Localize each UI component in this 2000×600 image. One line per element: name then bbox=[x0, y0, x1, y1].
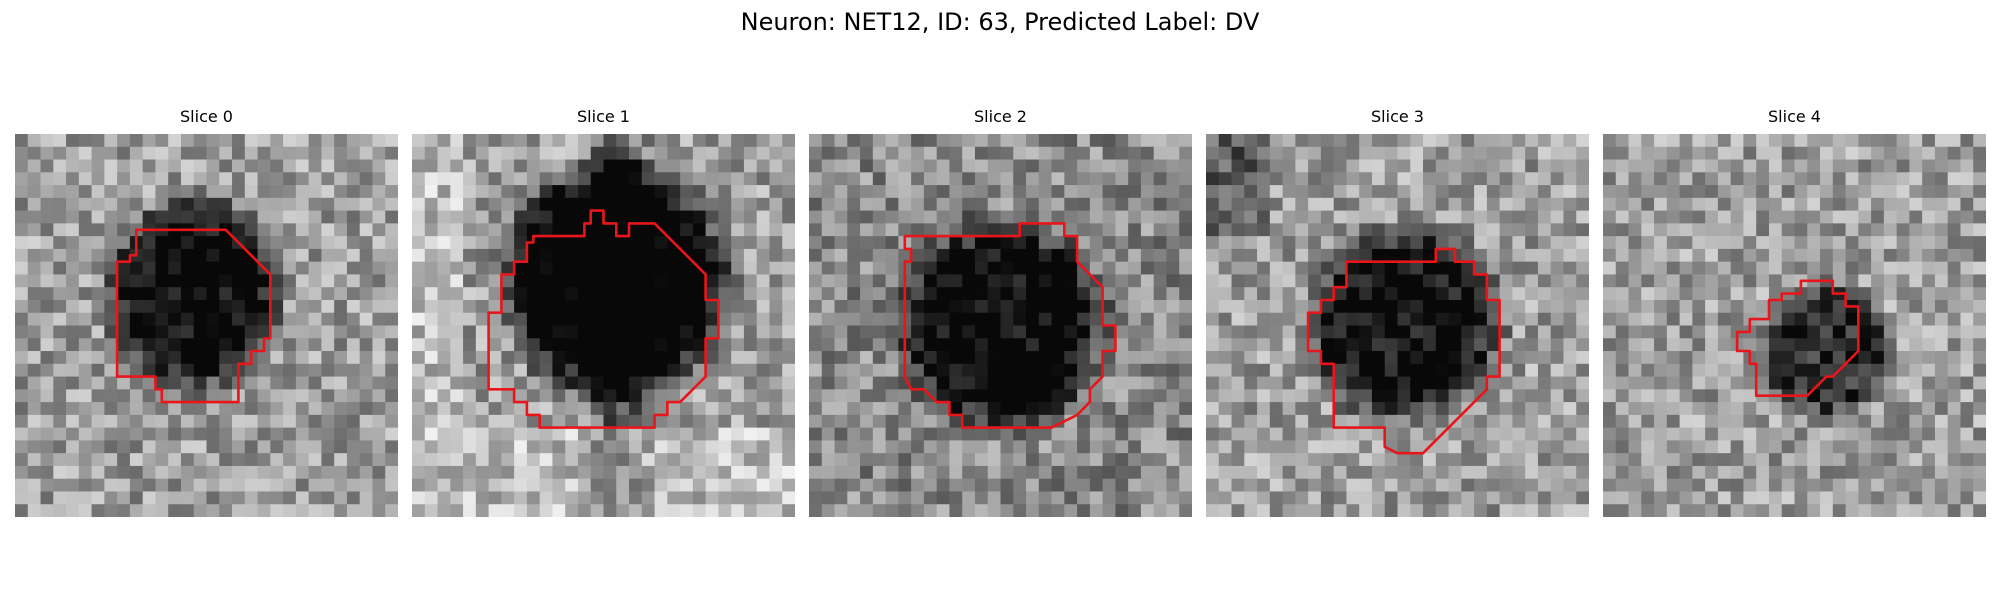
pixel-grid bbox=[809, 134, 1192, 517]
pixel-grid bbox=[1603, 134, 1986, 517]
slice-image-2 bbox=[809, 134, 1192, 517]
slice-image-1 bbox=[412, 134, 795, 517]
roi-contour bbox=[1306, 247, 1501, 455]
slice-title: Slice 3 bbox=[1371, 107, 1424, 126]
pixel-grid bbox=[15, 134, 398, 517]
roi-contour bbox=[903, 222, 1117, 429]
slice-image-4 bbox=[1603, 134, 1986, 517]
slice-title: Slice 4 bbox=[1768, 107, 1821, 126]
slice-title: Slice 1 bbox=[577, 107, 630, 126]
slice-image-3 bbox=[1206, 134, 1589, 517]
slice-image-0 bbox=[15, 134, 398, 517]
roi-contour bbox=[487, 209, 720, 429]
figure-title: Neuron: NET12, ID: 63, Predicted Label: … bbox=[740, 8, 1260, 36]
pixel-grid bbox=[412, 134, 795, 517]
slice-title: Slice 0 bbox=[180, 107, 233, 126]
slice-title: Slice 2 bbox=[974, 107, 1027, 126]
roi-contour bbox=[115, 228, 272, 404]
pixel-grid bbox=[1206, 134, 1589, 517]
roi-contour bbox=[1735, 279, 1860, 398]
